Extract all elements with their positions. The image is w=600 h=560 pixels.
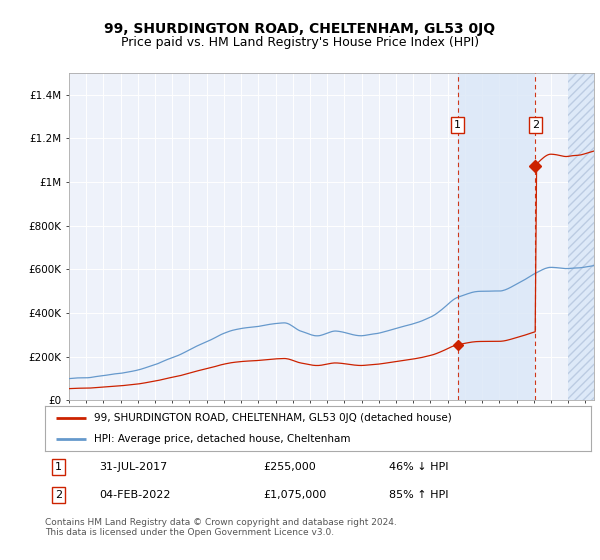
Text: 31-JUL-2017: 31-JUL-2017	[100, 462, 168, 472]
Text: 2: 2	[532, 120, 539, 130]
Text: 1: 1	[454, 120, 461, 130]
Text: 46% ↓ HPI: 46% ↓ HPI	[389, 462, 448, 472]
Text: 99, SHURDINGTON ROAD, CHELTENHAM, GL53 0JQ (detached house): 99, SHURDINGTON ROAD, CHELTENHAM, GL53 0…	[94, 413, 452, 423]
Bar	[568, 73, 596, 400]
Text: 1: 1	[55, 462, 62, 472]
Text: HPI: Average price, detached house, Cheltenham: HPI: Average price, detached house, Chel…	[94, 433, 350, 444]
Text: Contains HM Land Registry data © Crown copyright and database right 2024.
This d: Contains HM Land Registry data © Crown c…	[45, 518, 397, 538]
Text: 85% ↑ HPI: 85% ↑ HPI	[389, 490, 448, 500]
Text: 04-FEB-2022: 04-FEB-2022	[100, 490, 171, 500]
Text: Price paid vs. HM Land Registry's House Price Index (HPI): Price paid vs. HM Land Registry's House …	[121, 36, 479, 49]
Text: £255,000: £255,000	[263, 462, 316, 472]
Text: 2: 2	[55, 490, 62, 500]
Bar	[458, 73, 535, 400]
Text: £1,075,000: £1,075,000	[263, 490, 326, 500]
Text: 99, SHURDINGTON ROAD, CHELTENHAM, GL53 0JQ: 99, SHURDINGTON ROAD, CHELTENHAM, GL53 0…	[104, 22, 496, 36]
